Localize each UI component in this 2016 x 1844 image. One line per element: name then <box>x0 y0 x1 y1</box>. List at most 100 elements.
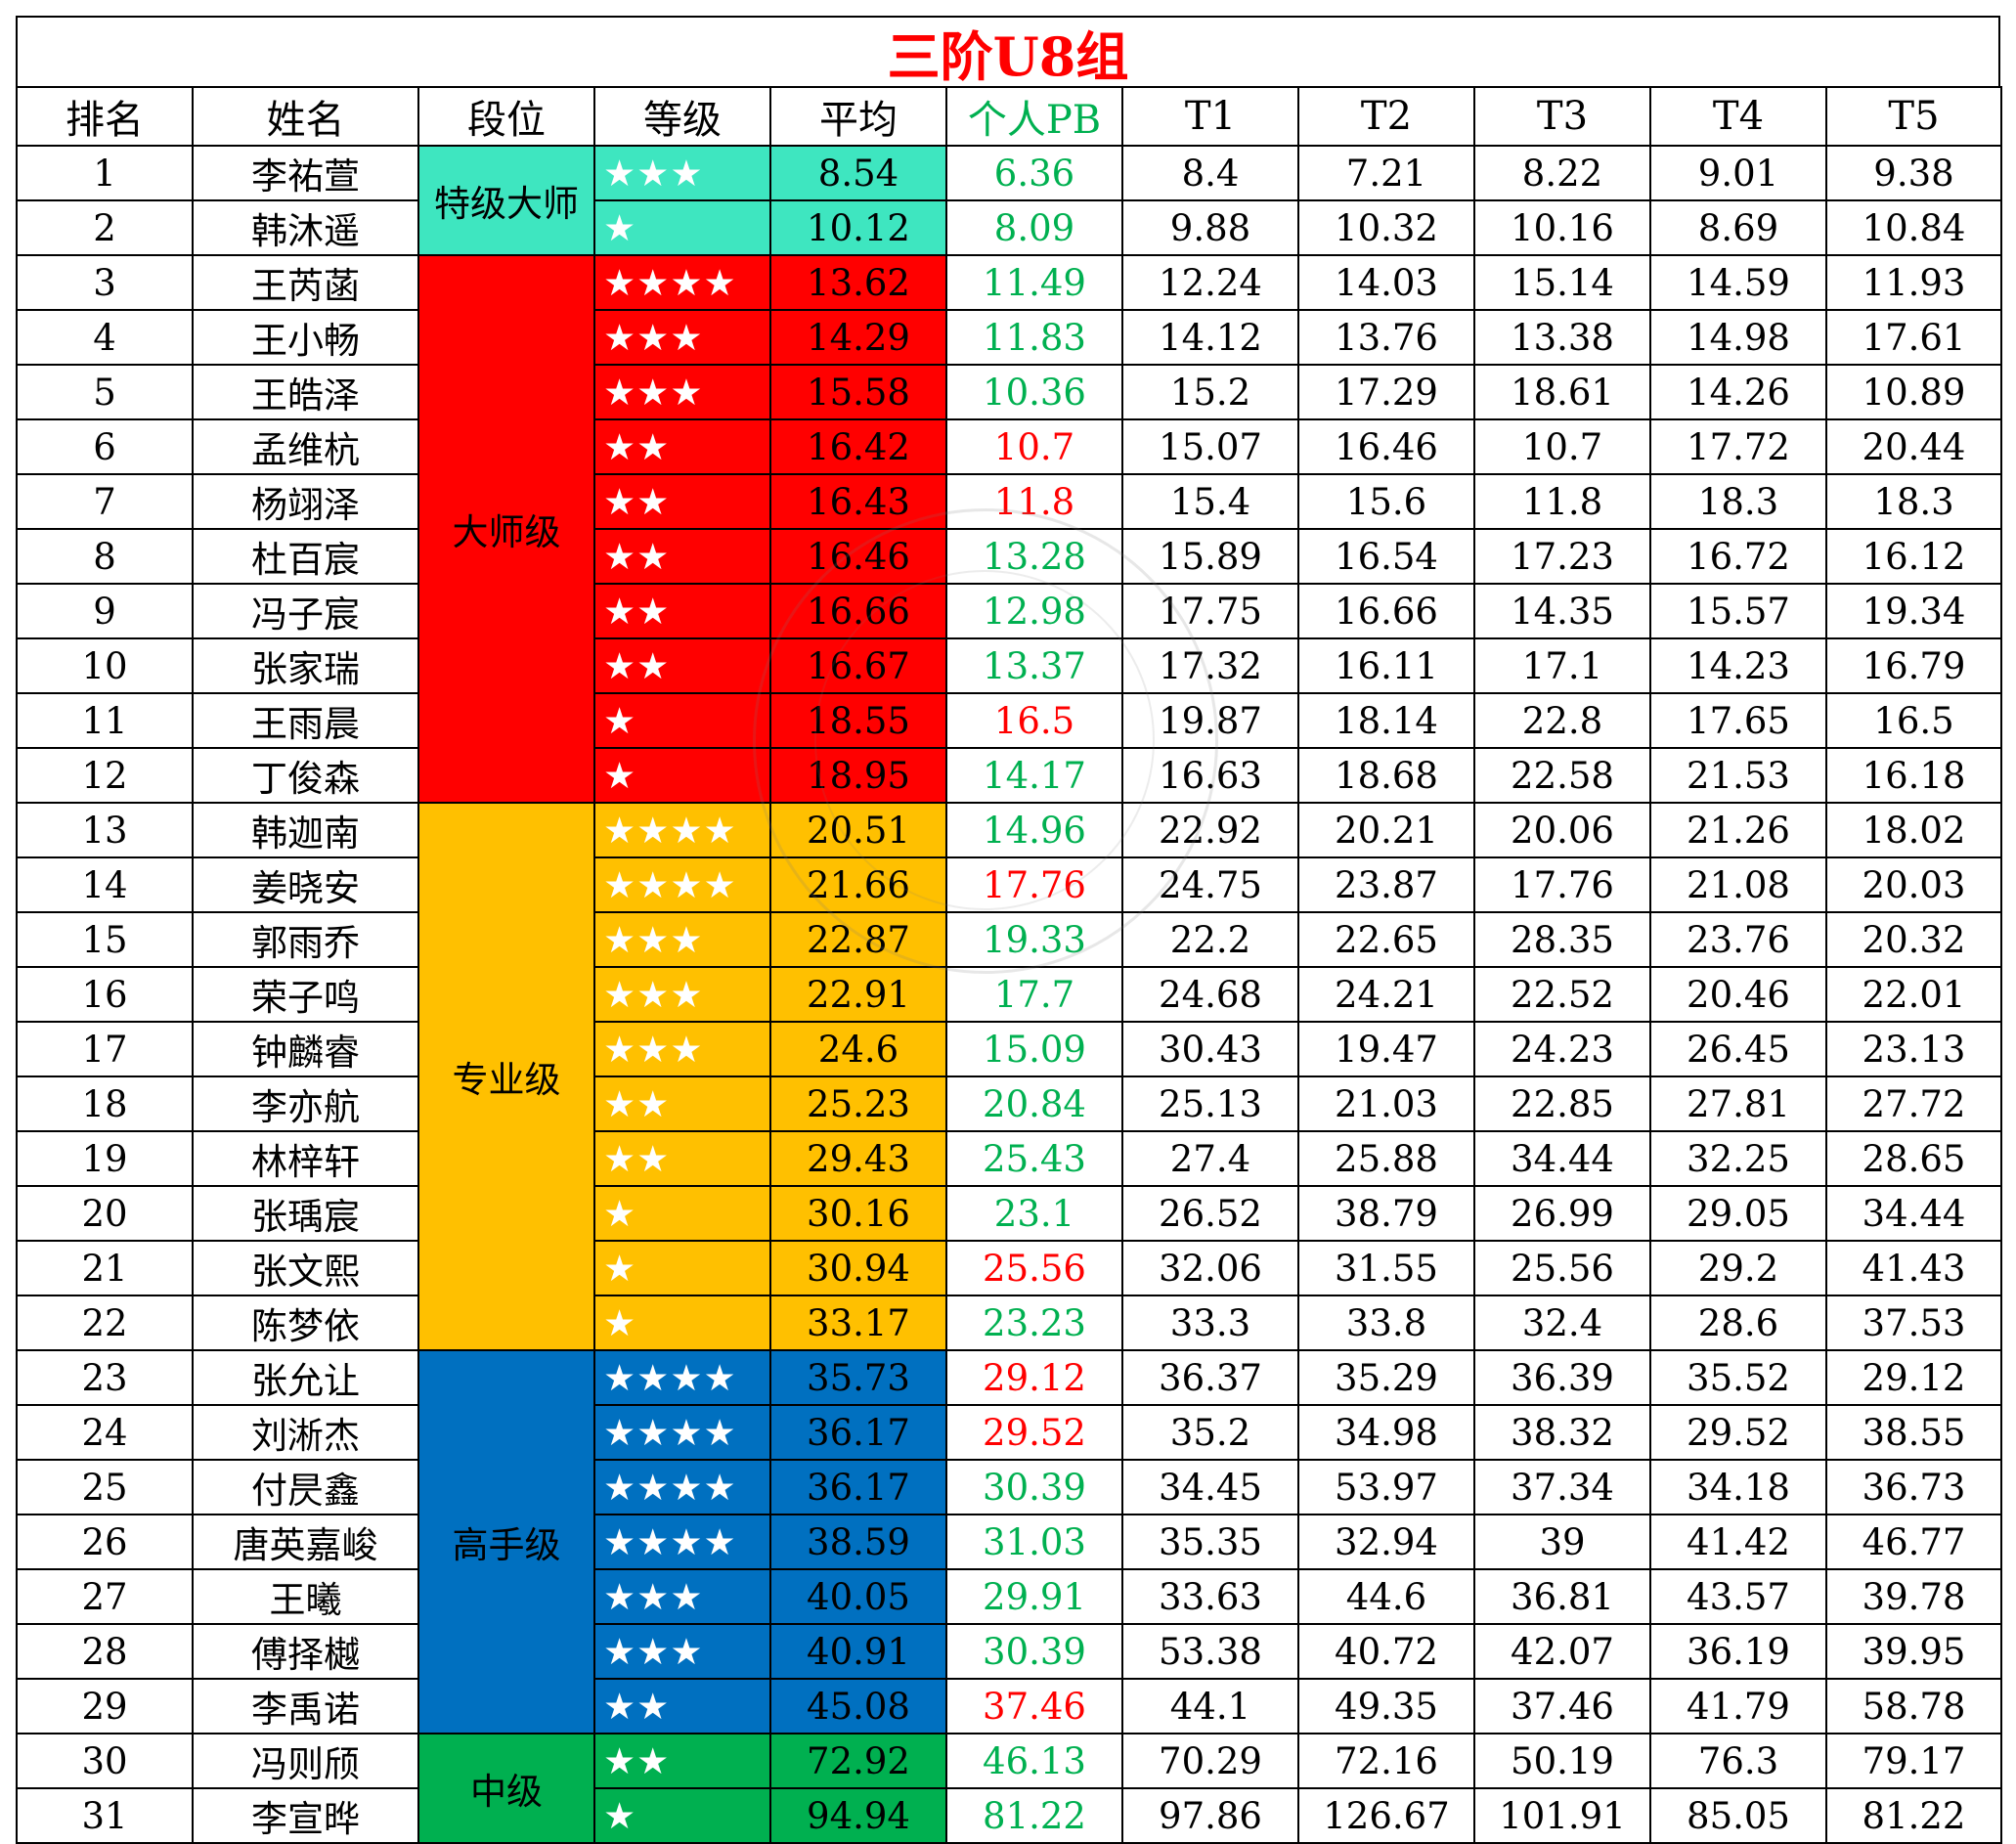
t3-cell: 39 <box>1473 1514 1651 1570</box>
rank-cell: 20 <box>16 1185 194 1242</box>
t5-cell: 17.61 <box>1825 309 2002 366</box>
level-stars-cell: ★★★★ <box>593 1514 771 1570</box>
t2-cell: 16.11 <box>1297 637 1475 694</box>
header-t3: T3 <box>1473 86 1651 147</box>
table-row: 18 李亦航 ★★ 25.23 20.84 25.13 21.03 22.85 27.81 27.… <box>16 1076 2002 1132</box>
rank-cell: 16 <box>16 966 194 1023</box>
average-cell: 10.12 <box>769 199 947 256</box>
level-stars-cell: ★★★ <box>593 1623 771 1680</box>
t3-cell: 10.16 <box>1473 199 1651 256</box>
t4-cell: 29.2 <box>1649 1240 1827 1296</box>
header-rank: 排名 <box>16 86 194 147</box>
t5-cell: 11.93 <box>1825 254 2002 311</box>
level-stars-cell: ★★★★ <box>593 856 771 913</box>
personal-best-cell: 81.22 <box>945 1787 1123 1844</box>
ranking-table: 排名 姓名 段位 等级 平均 个人PB T1 T2 T3 T4 T5 1 李祐萱特… <box>16 86 2002 1844</box>
level-stars-cell: ★★ <box>593 637 771 694</box>
rank-cell: 14 <box>16 856 194 913</box>
level-stars-cell: ★ <box>593 747 771 804</box>
t4-cell: 28.6 <box>1649 1295 1827 1351</box>
table-row: 15 郭雨乔 ★★★ 22.87 19.33 22.2 22.65 28.35 23.76 20.… <box>16 911 2002 968</box>
level-stars-cell: ★ <box>593 1185 771 1242</box>
t2-cell: 18.68 <box>1297 747 1475 804</box>
personal-best-cell: 29.12 <box>945 1349 1123 1406</box>
average-cell: 14.29 <box>769 309 947 366</box>
level-stars-cell: ★★★ <box>593 145 771 201</box>
sheet-title: 三阶U8组 <box>16 16 2000 88</box>
t5-cell: 18.02 <box>1825 802 2002 858</box>
t5-cell: 22.01 <box>1825 966 2002 1023</box>
name-cell: 林梓轩 <box>192 1130 419 1187</box>
header-name: 姓名 <box>192 86 419 147</box>
personal-best-cell: 8.09 <box>945 199 1123 256</box>
average-cell: 16.67 <box>769 637 947 694</box>
t2-cell: 25.88 <box>1297 1130 1475 1187</box>
t2-cell: 18.14 <box>1297 692 1475 749</box>
personal-best-cell: 6.36 <box>945 145 1123 201</box>
t1-cell: 35.35 <box>1121 1514 1299 1570</box>
t2-cell: 72.16 <box>1297 1733 1475 1789</box>
average-cell: 40.05 <box>769 1568 947 1625</box>
t3-cell: 42.07 <box>1473 1623 1651 1680</box>
personal-best-cell: 30.39 <box>945 1623 1123 1680</box>
t3-cell: 10.7 <box>1473 418 1651 475</box>
t4-cell: 36.19 <box>1649 1623 1827 1680</box>
t3-cell: 50.19 <box>1473 1733 1651 1789</box>
t3-cell: 38.32 <box>1473 1404 1651 1461</box>
personal-best-cell: 30.39 <box>945 1459 1123 1515</box>
table-row: 14 姜晓安 ★★★★ 21.66 17.76 24.75 23.87 17.76 21.08 2… <box>16 856 2002 913</box>
average-cell: 36.17 <box>769 1404 947 1461</box>
table-row: 12 丁俊森 ★ 18.95 14.17 16.63 18.68 22.58 21.53 16.1… <box>16 747 2002 804</box>
level-stars-cell: ★★ <box>593 418 771 475</box>
t5-cell: 41.43 <box>1825 1240 2002 1296</box>
t4-cell: 8.69 <box>1649 199 1827 256</box>
t4-cell: 21.26 <box>1649 802 1827 858</box>
t4-cell: 27.81 <box>1649 1076 1827 1132</box>
t1-cell: 32.06 <box>1121 1240 1299 1296</box>
table-row: 17 钟麟睿 ★★★ 24.6 15.09 30.43 19.47 24.23 26.45 23.… <box>16 1021 2002 1077</box>
name-cell: 杨翊泽 <box>192 473 419 530</box>
average-cell: 33.17 <box>769 1295 947 1351</box>
level-stars-cell: ★★★ <box>593 1021 771 1077</box>
average-cell: 25.23 <box>769 1076 947 1132</box>
level-stars-cell: ★★ <box>593 528 771 585</box>
level-stars-cell: ★★★ <box>593 309 771 366</box>
personal-best-cell: 37.46 <box>945 1678 1123 1734</box>
rank-cell: 24 <box>16 1404 194 1461</box>
level-stars-cell: ★★★★ <box>593 1459 771 1515</box>
table-row: 9 冯子宸 ★★ 16.66 12.98 17.75 16.66 14.35 15.57 19.3… <box>16 583 2002 639</box>
personal-best-cell: 31.03 <box>945 1514 1123 1570</box>
t1-cell: 34.45 <box>1121 1459 1299 1515</box>
average-cell: 21.66 <box>769 856 947 913</box>
personal-best-cell: 11.83 <box>945 309 1123 366</box>
t1-cell: 12.24 <box>1121 254 1299 311</box>
name-cell: 王芮菡 <box>192 254 419 311</box>
t4-cell: 16.72 <box>1649 528 1827 585</box>
table-row: 26 唐英嘉峻 ★★★★ 38.59 31.03 35.35 32.94 39 41.42 46.… <box>16 1514 2002 1570</box>
average-cell: 45.08 <box>769 1678 947 1734</box>
t3-cell: 22.58 <box>1473 747 1651 804</box>
personal-best-cell: 23.1 <box>945 1185 1123 1242</box>
t3-cell: 26.99 <box>1473 1185 1651 1242</box>
t5-cell: 46.77 <box>1825 1514 2002 1570</box>
t1-cell: 35.2 <box>1121 1404 1299 1461</box>
personal-best-cell: 10.36 <box>945 364 1123 420</box>
average-cell: 16.43 <box>769 473 947 530</box>
t1-cell: 17.32 <box>1121 637 1299 694</box>
name-cell: 孟维杭 <box>192 418 419 475</box>
t1-cell: 22.92 <box>1121 802 1299 858</box>
table-row: 5 王皓泽 ★★★ 15.58 10.36 15.2 17.29 18.61 14.26 10.8… <box>16 364 2002 420</box>
t4-cell: 15.57 <box>1649 583 1827 639</box>
t2-cell: 34.98 <box>1297 1404 1475 1461</box>
average-cell: 20.51 <box>769 802 947 858</box>
t2-cell: 31.55 <box>1297 1240 1475 1296</box>
level-stars-cell: ★★★ <box>593 1568 771 1625</box>
t2-cell: 13.76 <box>1297 309 1475 366</box>
t2-cell: 32.94 <box>1297 1514 1475 1570</box>
t1-cell: 22.2 <box>1121 911 1299 968</box>
header-average: 平均 <box>769 86 947 147</box>
personal-best-cell: 14.17 <box>945 747 1123 804</box>
table-row: 28 傅择樾 ★★★ 40.91 30.39 53.38 40.72 42.07 36.19 39… <box>16 1623 2002 1680</box>
level-stars-cell: ★ <box>593 692 771 749</box>
t1-cell: 27.4 <box>1121 1130 1299 1187</box>
